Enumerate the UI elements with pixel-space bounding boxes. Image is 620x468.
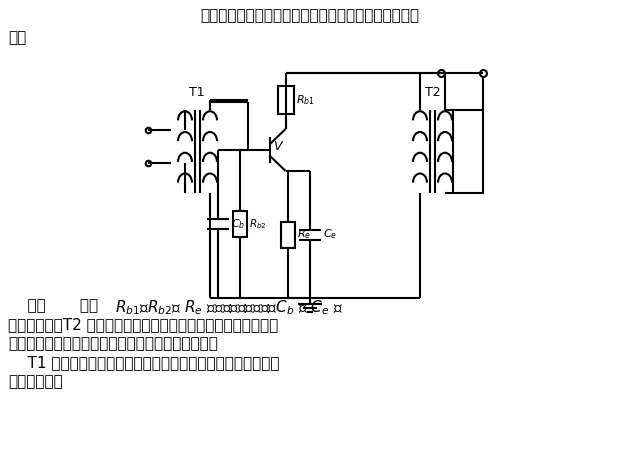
Text: T2: T2 (425, 86, 441, 99)
Text: 单边甲类功率放大器。单边甲类功率放大器的常用电路: 单边甲类功率放大器。单边甲类功率放大器的常用电路 (200, 8, 420, 23)
Text: T1 为输入变压器，也是作为阻抗变换之用，以便前一级得到: T1 为输入变压器，也是作为阻抗变换之用，以便前一级得到 (8, 355, 280, 370)
Text: 见图: 见图 (8, 30, 26, 45)
Bar (453, 110, 483, 193)
Text: $R_{b1}$: $R_{b1}$ (296, 93, 314, 107)
Text: $R_{b1}$、$R_{b2}$和 $R_e$ 组成偏置稳定电路。$C_b$ 和 $C_e$ 为: $R_{b1}$、$R_{b2}$和 $R_e$ 组成偏置稳定电路。$C_b$ … (115, 298, 343, 317)
Text: V: V (273, 139, 281, 153)
Text: $R_e$: $R_e$ (296, 227, 311, 241)
Bar (233, 211, 247, 237)
Text: T1: T1 (189, 86, 205, 99)
Bar (278, 86, 294, 114)
Text: $C_b$: $C_b$ (231, 217, 246, 231)
Text: $C_e$: $C_e$ (322, 227, 337, 241)
Text: 在图       中，: 在图 中， (8, 298, 98, 313)
Text: 旁路电容器，T2 为输出变压器，它的作用是使晶体管能得到最佳: 旁路电容器，T2 为输出变压器，它的作用是使晶体管能得到最佳 (8, 317, 278, 332)
Text: $R_{b2}$: $R_{b2}$ (249, 217, 267, 231)
Text: 的负载，以期获得大的功率输出和小的非线性失真。: 的负载，以期获得大的功率输出和小的非线性失真。 (8, 336, 218, 351)
Bar (281, 221, 294, 248)
Text: 合适的负载。: 合适的负载。 (8, 374, 63, 389)
